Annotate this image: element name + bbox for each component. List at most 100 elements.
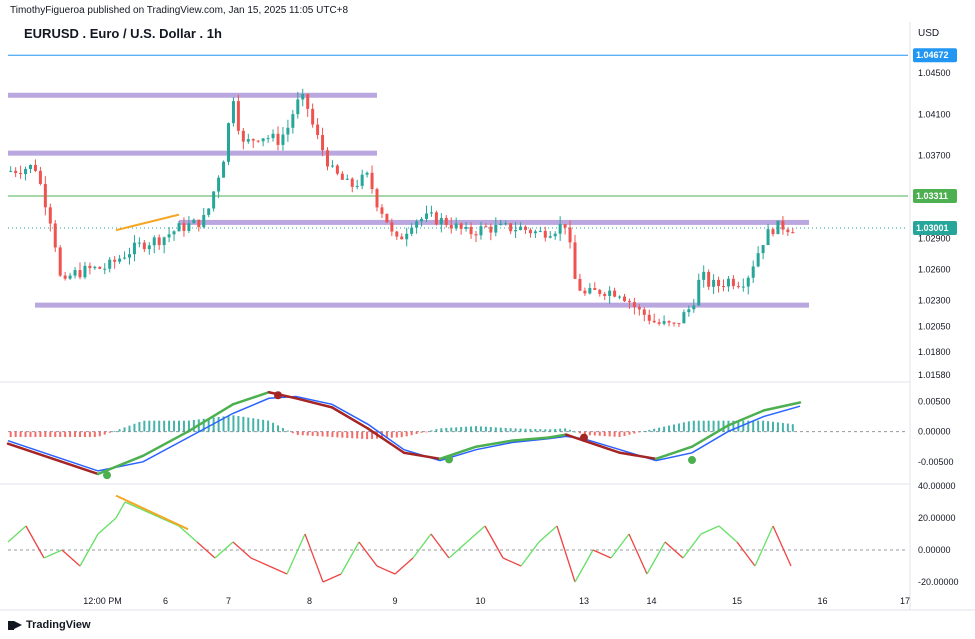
wave-main-line — [762, 401, 802, 412]
candle-body — [791, 232, 795, 234]
candle-body — [380, 207, 384, 214]
histogram-bar — [529, 428, 532, 432]
momentum-line — [466, 525, 486, 543]
histogram-bar — [395, 431, 398, 438]
wave-main-line — [186, 403, 235, 433]
price-tick-label: 1.03700 — [918, 151, 951, 161]
price-label-box — [913, 220, 957, 235]
candle-body — [687, 309, 691, 313]
candle-body — [187, 223, 191, 231]
histogram-bar — [554, 428, 557, 432]
momentum-tick-label: 20.00000 — [918, 513, 956, 523]
histogram-bar — [19, 431, 22, 438]
candle-body — [68, 275, 72, 279]
momentum-tick-label: -20.00000 — [918, 577, 959, 587]
histogram-bar — [385, 431, 388, 439]
histogram-bar — [39, 431, 42, 438]
histogram-bar — [326, 431, 329, 437]
candle-body — [514, 229, 518, 232]
histogram-bar — [445, 427, 448, 432]
candle-body — [618, 296, 622, 298]
histogram-bar — [578, 431, 581, 434]
candle-body — [326, 150, 329, 167]
wave-main-line — [330, 406, 370, 430]
price-label-text: 1.03001 — [916, 223, 949, 233]
candle-body — [479, 226, 483, 236]
histogram-bar — [593, 431, 596, 436]
candle-body — [434, 212, 438, 225]
histogram-bar — [49, 431, 52, 438]
wave-tick-label: 0.00500 — [918, 396, 951, 406]
momentum-line — [502, 557, 522, 567]
candle-body — [177, 223, 181, 232]
candle-body — [454, 223, 458, 229]
histogram-bar — [757, 420, 760, 432]
histogram-bar — [321, 431, 324, 437]
histogram-bar — [628, 431, 631, 435]
momentum-line — [232, 541, 252, 559]
wave-main-line — [141, 430, 190, 458]
histogram-bar — [59, 431, 62, 438]
momentum-line — [592, 549, 612, 559]
candle-body — [48, 207, 52, 224]
histogram-bar — [732, 420, 735, 432]
histogram-bar — [484, 426, 487, 432]
candle-body — [533, 231, 537, 234]
candle-body — [236, 101, 240, 131]
histogram-bar — [692, 420, 695, 432]
candle-body — [731, 278, 735, 287]
candle-body — [340, 173, 344, 180]
support-resistance-zone — [8, 92, 377, 98]
momentum-line — [520, 541, 540, 567]
histogram-bar — [534, 429, 537, 432]
histogram-bar — [103, 431, 106, 435]
candle-body — [603, 293, 607, 296]
histogram-bar — [767, 421, 770, 432]
candle-body — [642, 309, 646, 315]
histogram-bar — [653, 428, 656, 432]
price-tick-label: 1.02050 — [918, 321, 951, 331]
candle-body — [692, 305, 696, 310]
wave-main-line — [474, 439, 514, 448]
histogram-bar — [34, 431, 37, 438]
candle-body — [538, 230, 542, 232]
candle-body — [627, 301, 631, 303]
candle-body — [113, 259, 117, 262]
histogram-bar — [638, 431, 641, 433]
currency-label[interactable]: USD — [918, 28, 940, 39]
candle-body — [98, 266, 102, 269]
candle-body — [370, 172, 374, 190]
candle-body — [439, 217, 443, 225]
candle-body — [261, 138, 265, 142]
histogram-bar — [623, 431, 626, 436]
candle-body — [360, 174, 364, 186]
wave-cross-marker — [274, 391, 282, 400]
candle-body — [83, 265, 87, 278]
price-tick-label: 1.01800 — [918, 347, 951, 357]
candle-body — [756, 253, 760, 267]
momentum-line — [79, 533, 99, 567]
histogram-bar — [588, 431, 591, 436]
candle-body — [588, 288, 592, 294]
histogram-bar — [182, 420, 185, 432]
histogram-bar — [682, 422, 685, 432]
candle-body — [741, 286, 745, 288]
candle-body — [142, 242, 146, 250]
candle-body — [632, 302, 636, 308]
histogram-bar — [524, 428, 527, 432]
candle-body — [167, 234, 171, 238]
histogram-bar — [257, 419, 260, 432]
candle-body — [707, 271, 711, 287]
histogram-bar — [133, 423, 136, 432]
histogram-bar — [74, 431, 77, 438]
momentum-tick-label: 0.00000 — [918, 545, 951, 555]
wave-main-line — [6, 442, 55, 461]
histogram-bar — [242, 416, 245, 432]
candle-body — [58, 247, 62, 276]
candle-body — [365, 172, 369, 175]
histogram-bar — [98, 431, 101, 437]
candle-body — [147, 245, 151, 250]
histogram-bar — [544, 429, 547, 432]
candle-body — [316, 124, 320, 136]
